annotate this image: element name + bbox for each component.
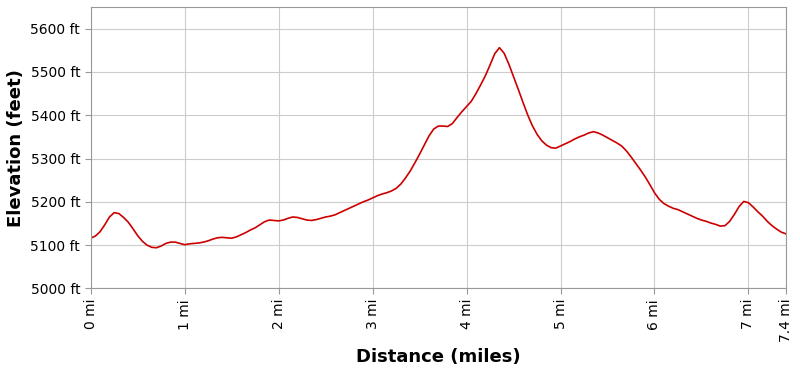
- Y-axis label: Elevation (feet): Elevation (feet): [7, 69, 25, 227]
- X-axis label: Distance (miles): Distance (miles): [356, 348, 521, 366]
